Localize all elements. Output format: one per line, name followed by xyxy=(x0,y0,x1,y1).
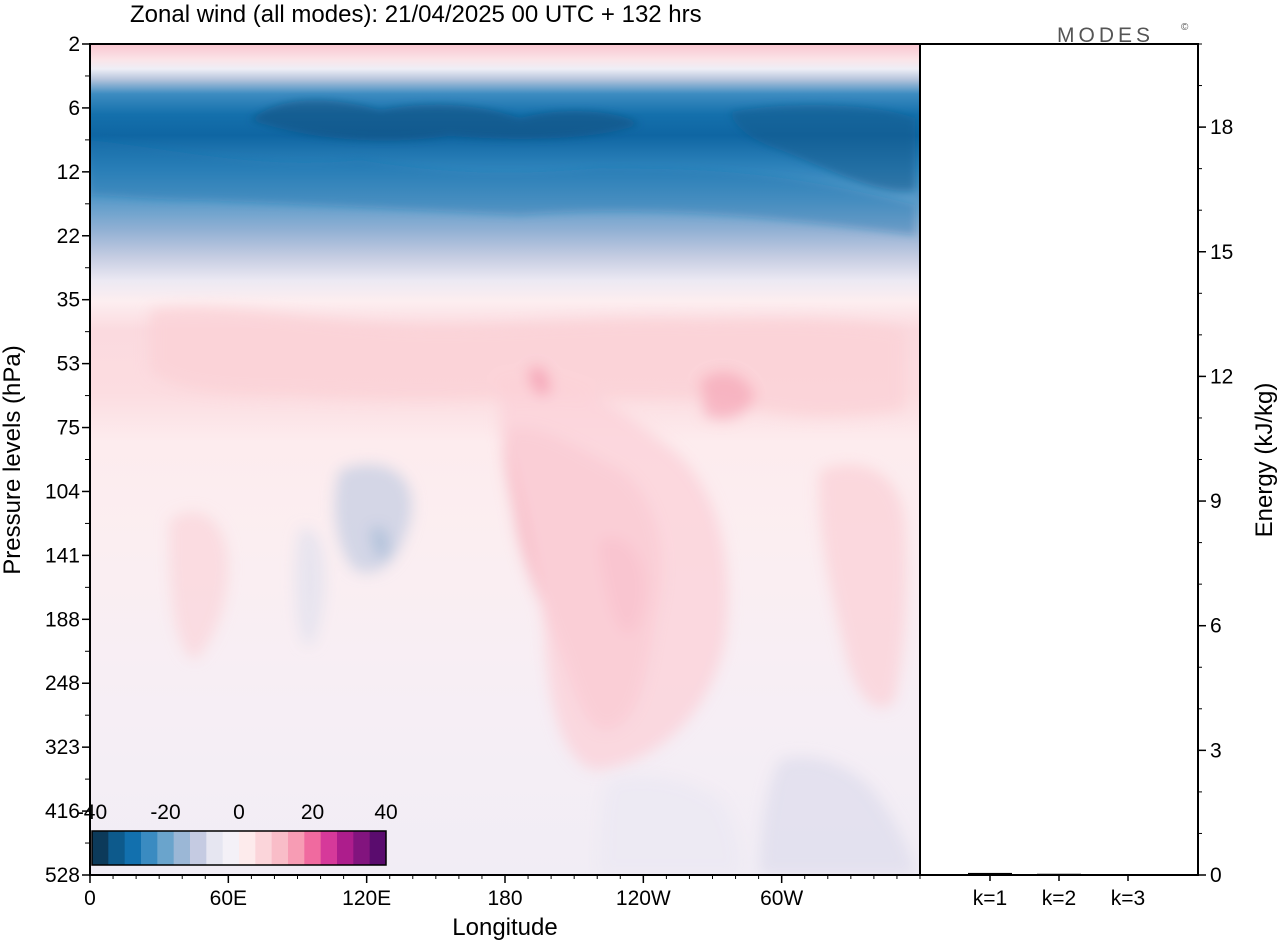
energy-tick-label: 6 xyxy=(1210,615,1222,638)
colorbar-swatch xyxy=(255,831,273,865)
brand-text: MODES xyxy=(1057,24,1154,47)
colorbar-swatch xyxy=(157,831,175,865)
energy-tick-label: 15 xyxy=(1210,241,1233,264)
positive-spot-53hpa xyxy=(700,371,755,419)
energy-axis-label: Energy (kJ/kg) xyxy=(1251,383,1278,538)
positive-region-extended xyxy=(500,378,728,770)
upper-jet-lobe xyxy=(730,104,915,191)
colorbar-swatch xyxy=(320,831,338,865)
y-tick-label: 22 xyxy=(57,225,80,248)
energy-tick-label: 9 xyxy=(1210,490,1222,513)
colorbar-swatch xyxy=(92,831,109,865)
y-tick-label: 75 xyxy=(57,417,80,440)
y-tick-label: 188 xyxy=(45,608,80,631)
colorbar-tick-label: 0 xyxy=(233,801,245,824)
y-tick-label: 35 xyxy=(57,289,80,312)
x-tick-label: 0 xyxy=(84,887,96,910)
colorbar-swatch xyxy=(124,831,142,865)
energy-tick-label: 0 xyxy=(1210,864,1222,887)
colorbar-swatch xyxy=(288,831,305,865)
y-tick-label: 53 xyxy=(57,353,80,376)
energy-bar xyxy=(1037,873,1081,875)
energy-category-label: k=3 xyxy=(1111,887,1145,910)
y-tick-label: 141 xyxy=(45,544,80,567)
negative-region-west-core xyxy=(370,526,391,560)
negative-region-surface xyxy=(760,757,915,875)
pressure-axis: 2 6 12 22 35 53 75 104 141 188 248 323 416 528 xyxy=(45,33,90,887)
upper-jet-band xyxy=(90,140,915,235)
x-tick-label: 120W xyxy=(616,887,671,910)
colorbar-swatch xyxy=(190,831,207,865)
positive-spot-central xyxy=(528,366,551,396)
y-tick-label: 6 xyxy=(68,97,80,120)
negative-region-lower xyxy=(295,528,325,646)
colorbar: -40 -20 0 20 40 xyxy=(77,801,398,866)
colorbar-swatch xyxy=(304,831,322,865)
y-tick-label: 248 xyxy=(45,672,80,695)
y-tick-label: 416 xyxy=(45,800,80,823)
y-tick-label: 104 xyxy=(45,480,80,503)
positive-region-east xyxy=(819,464,907,708)
x-tick-label: 60W xyxy=(760,887,803,910)
colorbar-tick-label: -20 xyxy=(150,801,180,824)
colorbar-tick-label: 20 xyxy=(301,801,324,824)
positive-region-west xyxy=(169,512,229,660)
chart-title: Zonal wind (all modes): 21/04/2025 00 UT… xyxy=(130,1,702,28)
y-tick-label: 323 xyxy=(45,736,80,759)
energy-tick-label: 12 xyxy=(1210,365,1233,388)
upper-jet-core xyxy=(250,100,640,141)
colorbar-swatch xyxy=(173,831,191,865)
stratospheric-jet xyxy=(90,100,915,235)
neutral-region-surface xyxy=(600,776,740,875)
zonal-wind-heatmap xyxy=(90,44,920,875)
tropospheric-features xyxy=(150,307,907,770)
colorbar-frame xyxy=(91,830,387,866)
x-tick-label: 60E xyxy=(210,887,247,910)
brand-mark: © xyxy=(1181,22,1189,33)
energy-category-label: k=1 xyxy=(973,887,1007,910)
energy-tick-label: 18 xyxy=(1210,116,1233,139)
colorbar-swatch xyxy=(369,831,387,865)
x-axis-label: Longitude xyxy=(452,914,557,941)
energy-bar xyxy=(1106,874,1150,876)
negative-features xyxy=(295,464,915,875)
colorbar-swatch xyxy=(353,831,371,865)
x-tick-label: 180 xyxy=(487,887,522,910)
colorbar-swatch xyxy=(108,831,126,865)
negative-region-west xyxy=(335,464,412,573)
colorbar-tick-label: 40 xyxy=(374,801,397,824)
colorbar-swatch xyxy=(206,831,224,865)
energy-category-label: k=2 xyxy=(1042,887,1076,910)
colorbar-swatch xyxy=(141,831,158,865)
colorbar-tick-label: -40 xyxy=(77,801,107,824)
energy-tick-label: 3 xyxy=(1210,739,1222,762)
modes-logo: MODES © xyxy=(1057,22,1189,47)
colorbar-swatch xyxy=(337,831,354,865)
energy-frame xyxy=(919,43,1199,876)
y-tick-label: 12 xyxy=(57,161,80,184)
longitude-axis: 0 60E 120E 180 120W 60W xyxy=(84,875,921,910)
energy-bar xyxy=(968,872,1012,875)
y-axis-label: Pressure levels (hPa) xyxy=(0,345,26,574)
colorbar-swatch xyxy=(222,831,240,865)
colorbar-swatch xyxy=(239,831,256,865)
colorbar-swatch xyxy=(271,831,289,865)
y-tick-label: 2 xyxy=(68,33,80,56)
energy-panel: 0 3 6 9 12 15 18 k=1 k=2 k=3 xyxy=(919,43,1233,910)
x-tick-label: 120E xyxy=(342,887,391,910)
y-tick-label: 528 xyxy=(45,864,80,887)
